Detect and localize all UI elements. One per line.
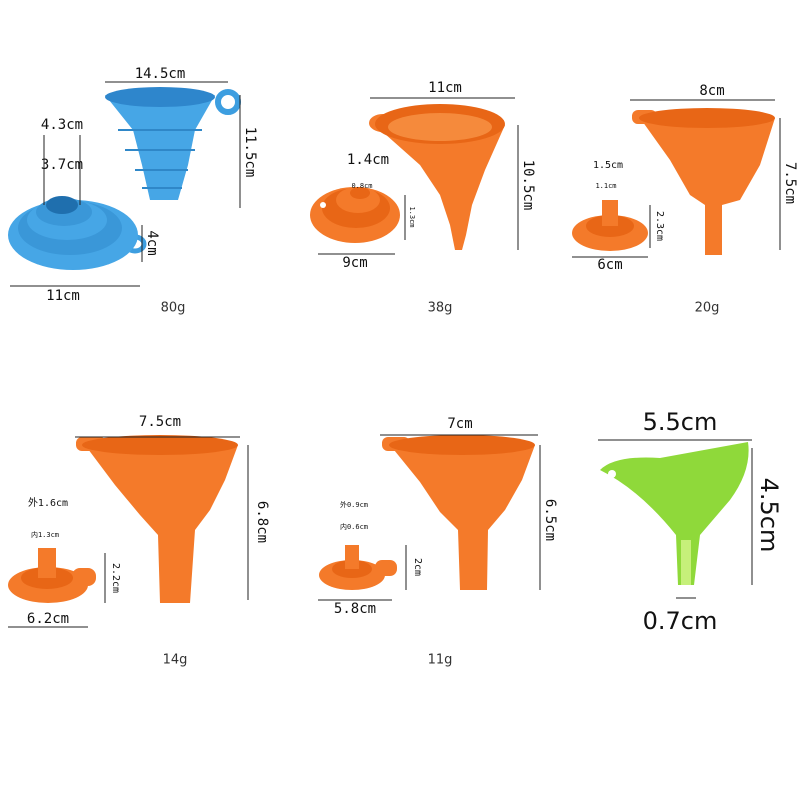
- dimension-label: 6cm: [597, 257, 622, 273]
- dimension-label: 4cm: [144, 230, 160, 255]
- rim: [105, 87, 215, 107]
- orange-funnel: [76, 435, 238, 603]
- weight-label: 20g: [695, 301, 720, 316]
- dimension-label: 内1.3cm: [31, 530, 59, 539]
- dimension-label: 5.5cm: [643, 408, 718, 436]
- dimension-label: 1.1cm: [595, 182, 616, 190]
- weight-label: 38g: [428, 301, 453, 316]
- weight-label: 80g: [161, 301, 186, 316]
- dimension-label: 6.5cm: [542, 499, 558, 541]
- blue-funnel: [105, 87, 241, 200]
- cone: [375, 125, 505, 250]
- dimension-label: 6.2cm: [27, 611, 69, 627]
- spout-highlight: [681, 540, 691, 585]
- dimension-label: 4.3cm: [41, 117, 83, 133]
- orange-folded: [8, 548, 96, 603]
- dimension-label: 4.5cm: [755, 478, 783, 553]
- dimension-label: 11cm: [46, 288, 80, 304]
- blue-folded: [8, 196, 147, 270]
- dimension-label: 0.7cm: [643, 607, 718, 635]
- handle-hole: [608, 470, 616, 478]
- dimension-label: 3.7cm: [41, 157, 83, 173]
- dimension-label: 2cm: [412, 558, 423, 576]
- orange-folded: [319, 545, 397, 590]
- dimension-label: 2.3cm: [654, 211, 665, 241]
- dimension-label: 7.5cm: [782, 162, 798, 204]
- dimension-label: 9cm: [342, 255, 367, 271]
- cone: [600, 442, 749, 585]
- green-funnel: [600, 442, 749, 585]
- orange-funnel: [632, 108, 775, 255]
- dimension-label: 外1.6cm: [28, 497, 68, 509]
- dimension-label: 外0.9cm: [340, 500, 368, 509]
- dimension-label: 14.5cm: [135, 66, 186, 82]
- rim-inner: [388, 113, 492, 141]
- dimension-label: 7cm: [447, 416, 472, 432]
- orange-funnel: [369, 104, 505, 250]
- orange-folded: [310, 187, 400, 243]
- spout: [345, 545, 359, 569]
- dimension-label: 5.8cm: [334, 601, 376, 617]
- dimension-label: 0.8cm: [351, 182, 372, 190]
- dimension-label: 7.5cm: [139, 414, 181, 430]
- orange-folded: [572, 200, 648, 251]
- dimension-label: 2.2cm: [110, 563, 121, 593]
- weight-label: 14g: [163, 653, 188, 668]
- dimension-label: 10.5cm: [520, 160, 536, 211]
- spout: [38, 548, 56, 578]
- dimension-label: 11cm: [428, 80, 462, 96]
- dimension-label: 1.3cm: [408, 206, 416, 227]
- orange-funnel: [382, 435, 535, 590]
- handle: [215, 89, 241, 115]
- dimension-label: 11.5cm: [242, 127, 258, 178]
- dimension-label: 6.8cm: [254, 501, 270, 543]
- dimension-label: 内0.6cm: [340, 522, 368, 531]
- cone: [640, 118, 775, 255]
- spout: [602, 200, 618, 226]
- hole: [46, 196, 78, 214]
- cone: [105, 95, 215, 200]
- rim: [82, 435, 238, 455]
- rim: [639, 108, 775, 128]
- weight-label: 11g: [428, 653, 453, 668]
- handle-hole: [320, 202, 326, 208]
- dimension-label: 8cm: [699, 83, 724, 99]
- cone: [390, 445, 535, 590]
- dimension-label: 1.4cm: [347, 152, 389, 168]
- ring: [350, 187, 370, 199]
- rim: [389, 435, 535, 455]
- dimension-label: 1.5cm: [593, 160, 623, 171]
- cone: [85, 445, 238, 603]
